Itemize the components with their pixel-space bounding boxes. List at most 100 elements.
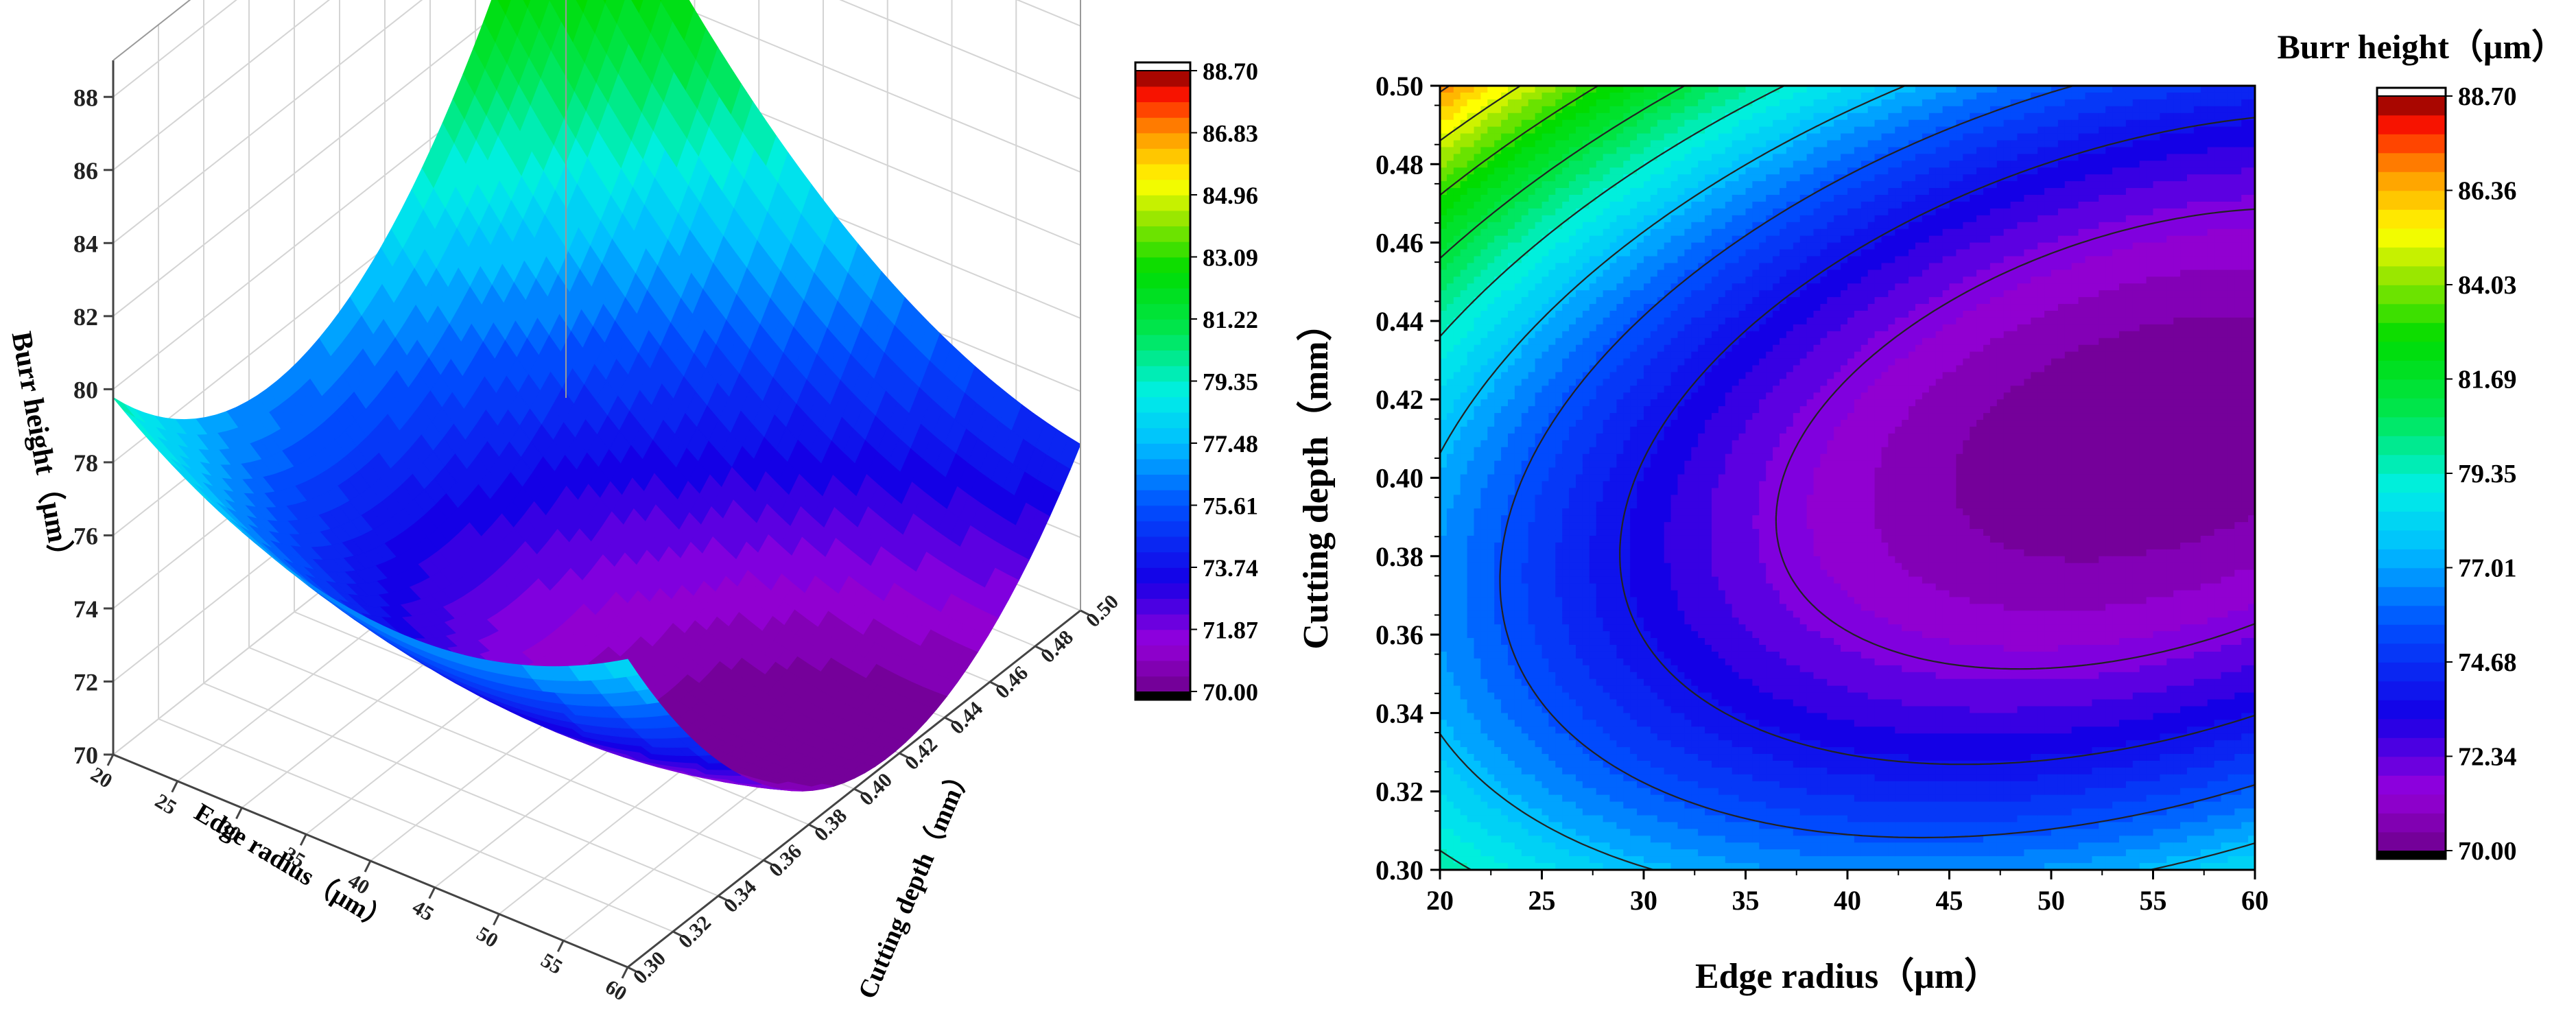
- contour-cell: [1576, 256, 1583, 264]
- contour-cell: [1521, 420, 1529, 427]
- contour-cell: [1589, 379, 1597, 386]
- contour-cell: [1528, 270, 1536, 277]
- contour-cell: [1576, 535, 1583, 543]
- contour-cell: [1521, 801, 1529, 809]
- contour-cell: [1596, 297, 1604, 305]
- contour-cell: [1528, 386, 1536, 393]
- contour-cell: [1508, 849, 1515, 857]
- contour-cell: [1555, 133, 1563, 141]
- contour-cell: [1596, 126, 1604, 134]
- contour-cell: [1446, 399, 1454, 407]
- contour-cell: [1487, 836, 1495, 843]
- contour-cell: [1514, 760, 1522, 768]
- contour-cell: [1548, 474, 1556, 482]
- contour-cell: [1576, 365, 1583, 373]
- contour-cell: [1514, 392, 1522, 400]
- contour-cell: [1521, 358, 1529, 366]
- contour-cell: [1576, 549, 1583, 557]
- contour-cell: [1589, 310, 1597, 318]
- contour-cell: [1514, 249, 1522, 257]
- surface-colorbar-tick-label: 86.83: [1203, 120, 1258, 147]
- contour-cell: [1562, 801, 1570, 809]
- contour-cell: [1474, 583, 1481, 591]
- contour-cell: [1569, 774, 1576, 782]
- contour-cell: [1603, 788, 1611, 796]
- contour-cell: [1474, 692, 1481, 700]
- contour-cell: [1541, 788, 1549, 796]
- contour-cell: [1569, 617, 1576, 625]
- contour-cell: [1603, 569, 1611, 578]
- contour-cell: [1535, 379, 1543, 386]
- contour-cell: [1582, 740, 1590, 748]
- contour-cell: [1474, 658, 1481, 666]
- contour-cell: [1494, 508, 1502, 516]
- contour-cell: [1603, 228, 1611, 237]
- surface-colorbar-color-step: [1135, 613, 1190, 630]
- contour-cell: [1521, 201, 1529, 209]
- contour-cell: [1474, 133, 1481, 141]
- contour-cell: [1603, 222, 1611, 230]
- contour-cell: [1555, 290, 1563, 298]
- contour-cell: [1528, 276, 1536, 284]
- contour-cell: [1453, 501, 1461, 509]
- contour-cell: [1446, 692, 1454, 700]
- contour-cell: [1521, 740, 1529, 748]
- contour-cell: [1562, 270, 1570, 277]
- contour-cell: [1440, 781, 1447, 789]
- contour-cell: [1453, 808, 1461, 816]
- contour-cell: [1528, 338, 1536, 346]
- contour-cell: [1480, 420, 1488, 427]
- contour-cell: [1576, 386, 1583, 393]
- contour-cell: [1501, 235, 1509, 244]
- contour-cell: [1446, 706, 1454, 713]
- contour-cell: [1603, 481, 1611, 489]
- contour-cell: [1562, 283, 1570, 291]
- contour-cell: [1514, 529, 1522, 536]
- contour-cell: [1589, 836, 1597, 843]
- contour-cell: [1467, 195, 1475, 202]
- contour-cell: [1446, 563, 1454, 571]
- contour-cell: [1596, 201, 1604, 209]
- contour-cell: [1480, 460, 1488, 469]
- contour-cell: [1521, 297, 1529, 305]
- contour-cell: [1480, 747, 1488, 755]
- contour-cell: [1596, 386, 1604, 393]
- contour-cell: [1589, 222, 1597, 230]
- contour-cell: [1453, 331, 1461, 339]
- contour-cell: [1541, 645, 1549, 652]
- contour-cell: [1576, 794, 1583, 803]
- contour-cell: [1535, 501, 1543, 509]
- contour-cell: [1596, 631, 1604, 639]
- contour-cell: [1569, 604, 1576, 611]
- contour-cell: [1521, 556, 1529, 564]
- contour-cell: [1535, 447, 1543, 455]
- contour-cell: [1582, 297, 1590, 305]
- contour-cell: [1569, 460, 1576, 469]
- contour-cell: [1467, 638, 1475, 646]
- contour-cell: [1528, 228, 1536, 237]
- contour-cell: [1555, 263, 1563, 270]
- contour-cell: [1603, 522, 1611, 530]
- contour-cell: [1446, 672, 1454, 680]
- contour-cell: [1535, 645, 1543, 652]
- contour-cell: [1521, 290, 1529, 298]
- contour-cell: [1453, 836, 1461, 843]
- contour-cell: [1474, 413, 1481, 421]
- contour-cell: [1494, 651, 1502, 659]
- contour-cell: [1548, 270, 1556, 277]
- contour-cell: [1548, 665, 1556, 673]
- contour-cell: [1453, 774, 1461, 782]
- contour-cell: [1535, 678, 1543, 687]
- contour-cell: [1589, 597, 1597, 604]
- surface-colorbar-color-step: [1135, 241, 1190, 258]
- contour-cell: [1494, 604, 1502, 611]
- contour-cell: [1487, 106, 1495, 114]
- contour-cell: [1480, 181, 1488, 189]
- contour-cell: [1562, 556, 1570, 564]
- contour-cell: [1589, 740, 1597, 748]
- contour-cell: [1474, 338, 1481, 346]
- contour-cell: [1562, 495, 1570, 502]
- contour-cell: [1440, 515, 1447, 523]
- contour-cell: [1514, 713, 1522, 720]
- contour-cell: [1569, 794, 1576, 803]
